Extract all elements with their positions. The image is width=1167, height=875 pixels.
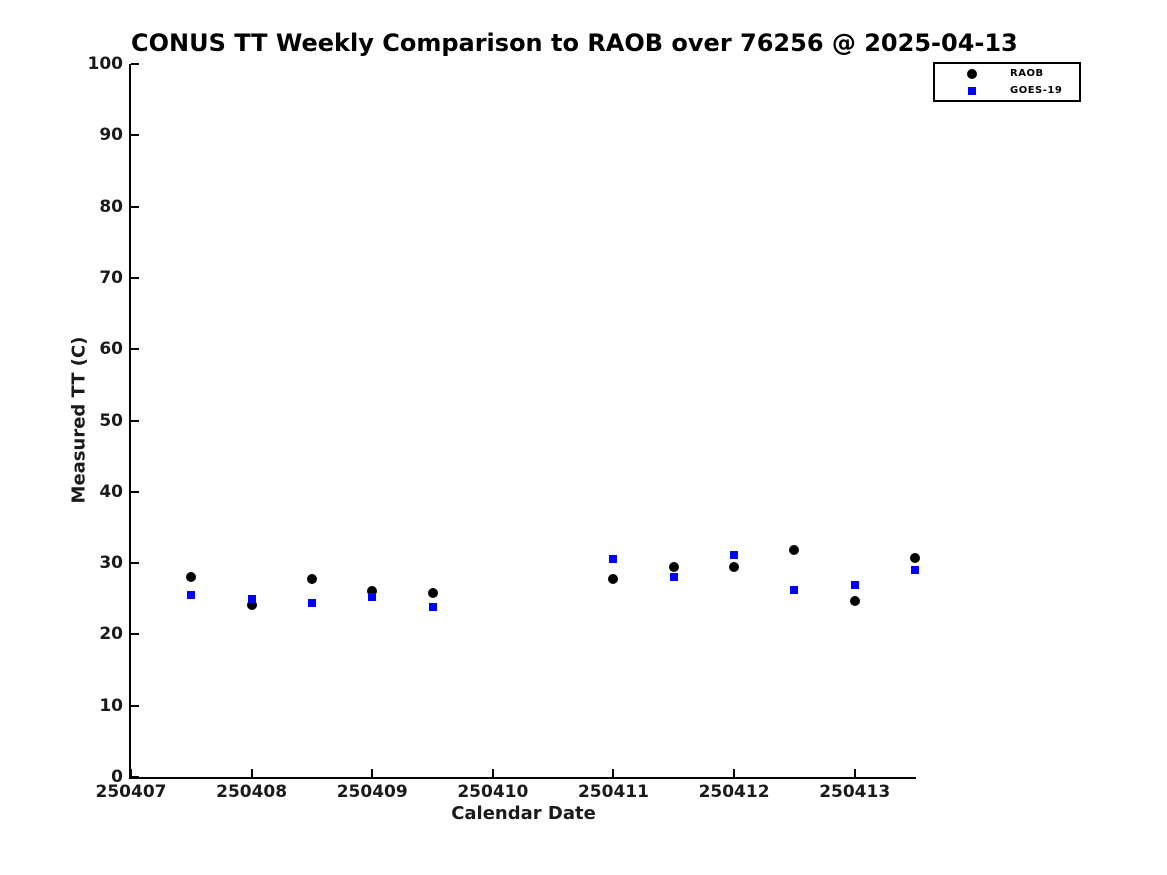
y-tick-label: 30 (99, 553, 123, 574)
goes-19-point (669, 572, 678, 581)
goes-19-point (187, 591, 196, 600)
goes-19-point (911, 565, 919, 574)
raob-point (367, 585, 378, 596)
x-tick-label: 250413 (819, 782, 891, 802)
chart-title: CONUS TT Weekly Comparison to RAOB over … (131, 29, 1018, 57)
y-tick (131, 134, 139, 137)
y-tick-label: 100 (87, 54, 124, 74)
y-tick (131, 348, 139, 351)
x-tick-label: 250411 (577, 782, 649, 802)
raob-point (729, 562, 740, 573)
x-tick (853, 769, 856, 777)
x-tick-label: 250412 (698, 782, 770, 802)
goes-19-point (428, 602, 437, 611)
x-tick-label: 250408 (216, 782, 288, 802)
x-tick (371, 769, 374, 777)
y-tick-label: 80 (99, 196, 123, 217)
x-tick-label: 250407 (95, 782, 167, 802)
y-tick-label: 60 (99, 339, 123, 360)
raob-point (427, 588, 438, 599)
y-tick-label: 20 (99, 624, 123, 645)
y-tick-label: 50 (99, 410, 123, 431)
y-tick (131, 276, 139, 279)
goes-19-point (790, 586, 799, 595)
legend-label-goes19: GOES-19 (1010, 85, 1063, 96)
raob-point (668, 561, 679, 572)
raob-point (849, 595, 860, 606)
legend-item-raob: RAOB (935, 66, 1079, 81)
goes-19-point (368, 592, 377, 601)
x-tick (491, 769, 494, 777)
y-tick (131, 490, 139, 493)
goes-19-point (609, 554, 618, 563)
x-tick (612, 769, 615, 777)
legend-item-goes19: GOES-19 (935, 83, 1079, 98)
y-tick (131, 63, 139, 65)
x-axis-label: Calendar Date (451, 803, 596, 824)
y-tick-label: 40 (99, 481, 123, 502)
y-tick-label: 70 (99, 267, 123, 288)
goes-19-point (730, 551, 739, 560)
legend-label-raob: RAOB (1010, 68, 1044, 79)
raob-point (608, 573, 619, 584)
y-axis-spine (129, 64, 131, 779)
goes-19-point (307, 599, 316, 608)
x-tick-label: 250409 (336, 782, 408, 802)
raob-point (789, 545, 800, 556)
y-tick (131, 633, 139, 636)
raob-point (186, 572, 197, 583)
x-axis-spine (129, 777, 916, 779)
x-tick (130, 769, 132, 777)
goes-19-point (850, 581, 859, 590)
y-tick-label: 0 (111, 767, 123, 787)
y-tick-label: 10 (99, 695, 123, 716)
y-tick (131, 562, 139, 565)
goes-19-point (247, 595, 256, 604)
y-tick (131, 704, 139, 707)
raob-point (246, 600, 257, 611)
y-tick (131, 776, 139, 778)
raob-point (910, 553, 920, 564)
x-tick (250, 769, 253, 777)
y-tick-label: 90 (99, 125, 123, 146)
raob-circle-marker-icon (966, 68, 978, 80)
x-tick-label: 250410 (457, 782, 529, 802)
y-tick (131, 205, 139, 208)
x-tick (733, 769, 736, 777)
y-tick (131, 419, 139, 422)
goes19-square-marker-icon (966, 85, 978, 97)
raob-point (306, 573, 317, 584)
legend: RAOB GOES-19 (933, 62, 1081, 102)
